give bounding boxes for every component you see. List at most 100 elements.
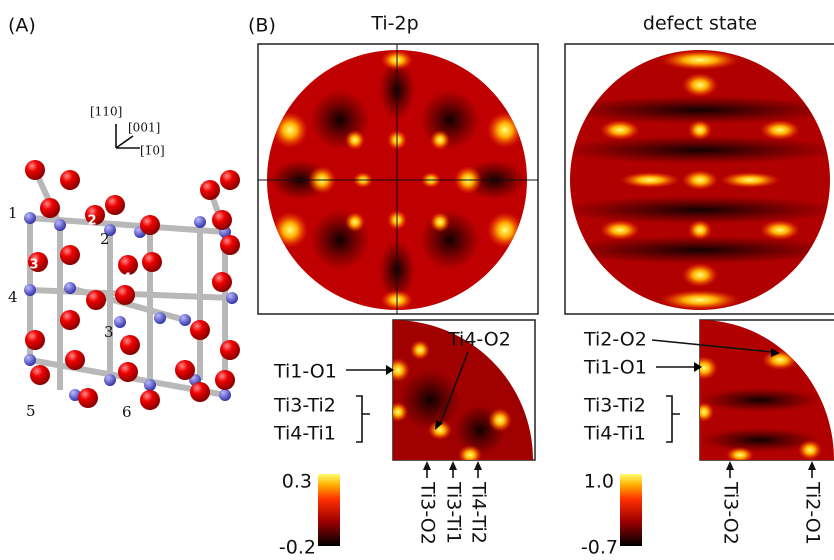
pattern-spot — [760, 120, 800, 140]
annotation: Ti3-O2 — [720, 481, 742, 545]
colorbar-max: 1.0 — [584, 471, 614, 493]
annotation: Ti3-Ti2 — [273, 395, 336, 417]
pattern-spot — [272, 112, 308, 148]
o-atom — [60, 310, 80, 330]
pattern-map — [258, 44, 538, 314]
pattern-spot — [420, 210, 480, 270]
o-atom — [118, 362, 138, 382]
o-atom — [40, 198, 60, 218]
axis-label: [110] — [90, 105, 122, 119]
pattern-spot — [560, 136, 834, 164]
pattern-spot — [560, 96, 834, 124]
quadrant-map — [690, 320, 834, 463]
atom-label: 2 — [87, 214, 96, 229]
o-atom — [200, 180, 220, 200]
pattern-spot — [388, 402, 408, 422]
axis-label: [1̅0] — [140, 144, 165, 158]
axis-label: [001] — [128, 121, 160, 135]
o-atom — [60, 170, 80, 190]
ti-atom — [24, 284, 36, 296]
o-atom — [175, 360, 195, 380]
atom-label: 3 — [29, 258, 38, 273]
pattern-spot — [694, 402, 714, 422]
arrow-head — [449, 461, 457, 470]
o-atom — [30, 365, 50, 385]
ti-atom — [64, 282, 76, 294]
pattern-spot — [430, 212, 450, 232]
o-atom — [115, 285, 135, 305]
pattern-spot — [682, 263, 718, 287]
site-number: 3 — [104, 323, 114, 341]
pattern-spot — [682, 170, 718, 190]
axis-indicator: [110] [001] [1̅0] — [90, 105, 165, 158]
pattern-spot — [487, 112, 523, 148]
ti-atom — [154, 312, 166, 324]
pattern-spot — [798, 440, 822, 460]
o-atom — [78, 388, 98, 408]
pattern-spot — [430, 130, 450, 150]
pattern-spot — [400, 370, 460, 430]
pattern-spot — [682, 73, 718, 97]
pattern-spot — [600, 120, 640, 140]
pattern-spot — [410, 340, 430, 360]
o-atom — [65, 350, 85, 370]
annotation: Ti4-Ti1 — [583, 423, 646, 445]
colorbar — [318, 474, 340, 546]
annotation: Ti2-O2 — [583, 329, 647, 351]
site-number: 6 — [122, 403, 132, 421]
annotation: Ti2-O1 — [802, 481, 824, 545]
o-atom — [25, 330, 45, 350]
annotation: Ti3-Ti2 — [583, 395, 646, 417]
arrow-head — [423, 461, 431, 470]
panel-label: (B) — [248, 15, 276, 37]
pattern-spot — [760, 220, 800, 240]
o-atom — [215, 370, 235, 390]
ti-atom — [24, 354, 36, 366]
o-atom — [190, 320, 210, 340]
o-atom — [25, 160, 45, 180]
site-number: 1 — [8, 204, 18, 222]
o-atom — [60, 245, 80, 265]
pattern-spot — [560, 236, 834, 264]
annotation: Ti4-Ti2 — [468, 481, 490, 544]
o-atom — [105, 195, 125, 215]
ti-atom — [54, 219, 66, 231]
pattern-spot — [688, 120, 712, 140]
colorbar-min: -0.7 — [581, 537, 618, 559]
o-atom — [220, 235, 240, 255]
annotation: Ti3-Ti1 — [443, 481, 465, 544]
o-atom — [140, 390, 160, 410]
ti-atom — [179, 314, 191, 326]
panel-label: (A) — [8, 15, 36, 37]
pattern-spot — [600, 220, 640, 240]
ti-atom — [114, 316, 126, 328]
annotation: Ti4-O2 — [447, 329, 511, 351]
figure: (A) [110] [001] [1̅0] 1234 1 2 3 4 5 6 (… — [0, 0, 834, 560]
site-number: 5 — [26, 402, 36, 420]
arrow-head — [726, 461, 734, 470]
o-atom — [86, 290, 106, 310]
ti-atom — [194, 216, 206, 228]
pattern-spot — [488, 408, 512, 432]
pattern-spot — [420, 90, 480, 150]
ti-atom — [219, 389, 231, 401]
site-number: 4 — [8, 288, 18, 306]
o-atom — [190, 382, 210, 402]
pattern-spot — [345, 130, 365, 150]
o-atom — [220, 340, 240, 360]
pattern-spot — [660, 290, 740, 310]
o-atom — [142, 252, 162, 272]
ti-atom — [226, 292, 238, 304]
colorbar — [620, 474, 642, 546]
annotation: Ti3-O2 — [417, 481, 439, 545]
pattern-spot — [700, 388, 820, 412]
arrow-head — [808, 461, 816, 470]
o-atom — [212, 272, 232, 292]
o-atom — [212, 210, 232, 230]
pattern-spot — [620, 172, 680, 188]
arrow-head — [474, 461, 482, 470]
site-number: 2 — [100, 230, 110, 248]
atom-label: 4 — [122, 272, 131, 287]
pattern-spot — [272, 212, 308, 248]
